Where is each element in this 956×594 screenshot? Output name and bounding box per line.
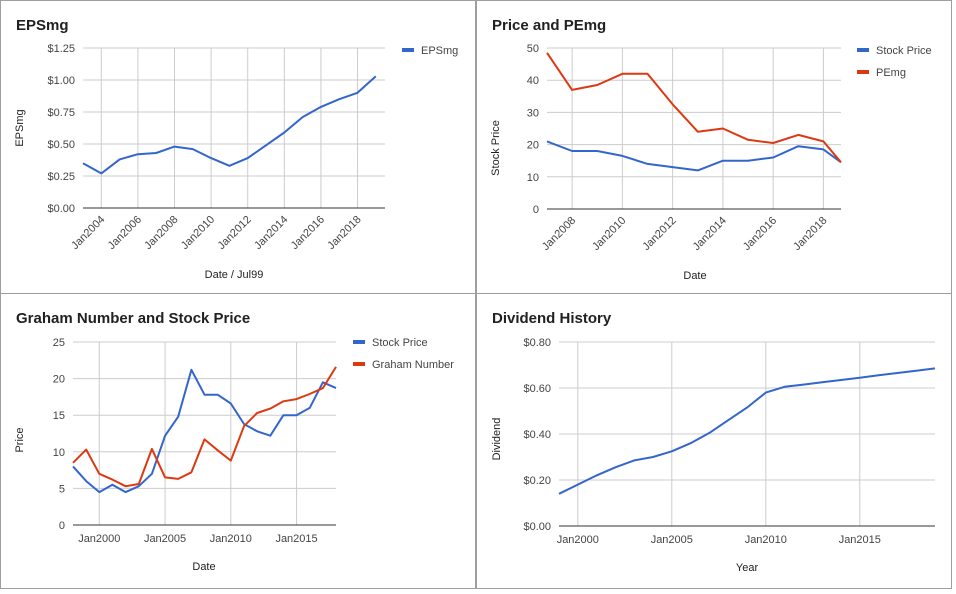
series-line-pemg [546, 52, 842, 163]
y-tick-label: 0 [59, 520, 65, 532]
legend-label: Stock Price [372, 337, 428, 349]
chart-title: Graham Number and Stock Price [16, 310, 250, 327]
y-axis-label: Dividend [491, 418, 503, 461]
series-line-epsmg [82, 75, 377, 175]
x-tick-label: Jan2010 [210, 533, 252, 545]
y-tick-label: $0.25 [47, 171, 75, 183]
x-tick-label: Jan2015 [839, 534, 881, 546]
x-tick-label: Jan2008 [142, 214, 180, 252]
y-tick-label: $0.20 [523, 475, 551, 487]
x-tick-label: Jan2000 [557, 534, 599, 546]
y-axis-label: Price [14, 427, 26, 452]
y-tick-label: $0.00 [47, 203, 75, 215]
legend-swatch [857, 70, 869, 74]
x-tick-label: Jan2005 [144, 533, 186, 545]
legend-label: PEmg [876, 67, 906, 79]
x-tick-label: Jan2018 [791, 215, 829, 253]
dividend-chart-panel: Dividend History $0.00 $0.20 $0.40 $0.60 $0.8… [476, 293, 952, 589]
y-tick-label: $0.50 [47, 139, 75, 151]
price-pe-chart-panel: Price and PEmg 0 10 20 30 40 50 Jan2008 Jan2010 J… [476, 0, 952, 296]
y-tick-label: $0.80 [523, 337, 551, 349]
x-tick-label: Jan2014 [252, 214, 290, 252]
y-tick-label: 40 [527, 75, 539, 87]
chart-title: Dividend History [492, 310, 612, 327]
legend-swatch [353, 340, 365, 344]
eps-chart: EPSmg $0.00 $0.25 $0.50 $0.75 $1.00 $1.25 Jan20… [14, 17, 458, 281]
chart-title: Price and PEmg [492, 17, 606, 34]
x-tick-label: Jan2010 [179, 214, 217, 252]
legend-label: Stock Price [876, 45, 932, 57]
y-tick-label: 50 [527, 43, 539, 55]
x-tick-label: Jan2016 [289, 214, 327, 252]
y-tick-label: 20 [53, 374, 65, 386]
legend-swatch [402, 48, 414, 52]
y-tick-label: 0 [533, 204, 539, 216]
series-line-stock-price [546, 140, 842, 172]
y-axis-label: Stock Price [490, 120, 502, 176]
x-axis-label: Date [192, 561, 215, 573]
y-tick-label: 15 [53, 410, 65, 422]
y-tick-label: 30 [527, 107, 539, 119]
series-line-graham-number [72, 366, 337, 488]
y-tick-label: 5 [59, 483, 65, 495]
dividend-chart: Dividend History $0.00 $0.20 $0.40 $0.60 $0.8… [491, 310, 936, 574]
graham-chart-panel: Graham Number and Stock Price 0 5 10 15 20 25 J… [0, 293, 476, 589]
x-axis-label: Date / Jul99 [205, 269, 264, 281]
x-tick-label: Jan2004 [69, 214, 107, 252]
x-axis-label: Year [736, 562, 759, 574]
y-tick-label: $1.00 [47, 75, 75, 87]
x-tick-label: Jan2005 [651, 534, 693, 546]
x-tick-label: Jan2006 [106, 214, 144, 252]
legend-swatch [353, 362, 365, 366]
y-tick-label: 10 [527, 172, 539, 184]
x-tick-label: Jan2015 [275, 533, 317, 545]
x-tick-label: Jan2010 [590, 215, 628, 253]
legend-label: Graham Number [372, 359, 454, 371]
y-tick-label: 25 [53, 337, 65, 349]
y-tick-label: $0.00 [523, 521, 551, 533]
x-tick-label: Jan2014 [691, 215, 729, 253]
y-tick-label: 10 [53, 447, 65, 459]
series-line-series-0 [558, 367, 936, 495]
legend-swatch [857, 48, 869, 52]
chart-title: EPSmg [16, 17, 69, 34]
graham-chart: Graham Number and Stock Price 0 5 10 15 20 25 J… [14, 310, 454, 573]
y-tick-label: $0.75 [47, 107, 75, 119]
y-tick-label: 20 [527, 140, 539, 152]
y-tick-label: $0.40 [523, 429, 551, 441]
price-pe-chart: Price and PEmg 0 10 20 30 40 50 Jan2008 Jan2010 J… [490, 17, 932, 282]
x-tick-label: Jan2012 [640, 215, 678, 253]
x-tick-label: Jan2010 [745, 534, 787, 546]
eps-chart-panel: EPSmg $0.00 $0.25 $0.50 $0.75 $1.00 $1.25 Jan20… [0, 0, 476, 296]
x-tick-label: Jan2008 [540, 215, 578, 253]
y-tick-label: $1.25 [47, 43, 75, 55]
x-tick-label: Jan2012 [216, 214, 254, 252]
x-tick-label: Jan2018 [325, 214, 363, 252]
series-line-stock-price [72, 368, 337, 494]
x-tick-label: Jan2016 [741, 215, 779, 253]
y-tick-label: $0.60 [523, 383, 551, 395]
x-axis-label: Date [683, 270, 706, 282]
x-tick-label: Jan2000 [78, 533, 120, 545]
y-axis-label: EPSmg [14, 109, 26, 146]
legend-label: EPSmg [421, 45, 458, 57]
